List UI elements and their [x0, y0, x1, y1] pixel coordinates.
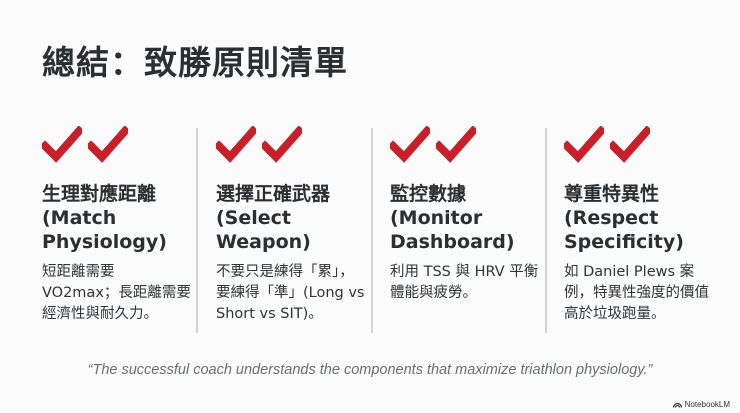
slide-title: 總結：致勝原則清單: [42, 43, 348, 82]
principle-body: 不要只是練得「累」，要練得「準」(Long vs Short vs SIT)。: [216, 264, 365, 322]
double-check-icon: [390, 126, 540, 166]
principle-column: 監控數據 (Monitor Dashboard) 利用 TSS 與 HRV 平衡體…: [390, 126, 540, 304]
principle-body: 利用 TSS 與 HRV 平衡體能與疲勞。: [390, 264, 539, 301]
principle-heading: 生理對應距離 (Match Physiology): [42, 183, 167, 253]
column-divider: [196, 128, 198, 333]
double-check-icon: [42, 126, 192, 166]
double-check-icon: [564, 126, 714, 166]
principle-heading: 監控數據 (Monitor Dashboard): [390, 183, 515, 253]
notebooklm-logo-icon: [672, 402, 682, 408]
principle-column: 生理對應距離 (Match Physiology) 短距離需要 VO2max；長距…: [42, 126, 192, 325]
column-divider: [545, 128, 547, 333]
quote: “The successful coach understands the co…: [87, 362, 653, 378]
column-divider: [371, 128, 373, 333]
principle-column: 選擇正確武器 (Select Weapon) 不要只是練得「累」，要練得「準」(L…: [216, 126, 366, 325]
principle-body: 如 Daniel Plews 案例，特異性強度的價值高於垃圾跑量。: [564, 264, 709, 322]
principle-heading: 選擇正確武器 (Select Weapon): [216, 183, 331, 253]
principle-heading: 尊重特異性 (Respect Specificity): [564, 183, 684, 253]
principle-body: 短距離需要 VO2max；長距離需要經濟性與耐久力。: [42, 264, 191, 322]
brand-watermark: NotebookLM: [672, 400, 730, 409]
principle-column: 尊重特異性 (Respect Specificity) 如 Daniel Plew…: [564, 126, 714, 325]
double-check-icon: [216, 126, 366, 166]
